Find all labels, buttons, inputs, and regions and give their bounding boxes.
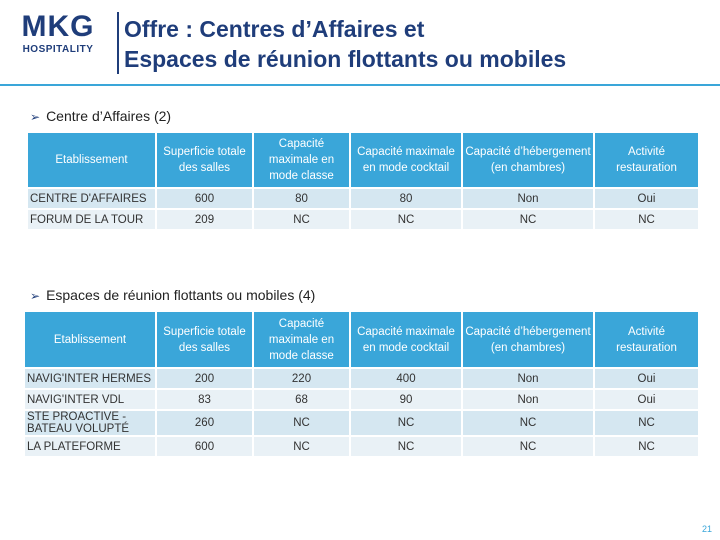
table-cell: NC [463,411,593,435]
section-heading: ➢ Centre d’Affaires (2) [30,108,171,124]
table-cell: Oui [595,390,698,409]
table-cell: STE PROACTIVE - BATEAU VOLUPTÉ [25,411,155,435]
table-cell: NC [351,411,461,435]
column-header: Capacité maximale en mode cocktail [351,312,461,367]
table-cell: 80 [351,189,461,208]
table-cell: 260 [157,411,252,435]
table-body: NAVIG'INTER HERMES 200 220 400 Non Oui NAVIG'I… [25,369,698,456]
bullet: ➢ [30,289,41,303]
title: Offre : Centres d’Affaires et Espaces de… [124,14,566,74]
table-cell: 80 [254,189,349,208]
header-rule [0,84,720,86]
table-cell: Oui [595,189,698,208]
table-cell: NC [463,437,593,456]
table-cell: 209 [157,210,252,229]
table-cell: 220 [254,369,349,388]
column-header: Capacité maximale en mode cocktail [351,133,461,187]
table-header: Etablissement Superficie totale des salle… [25,312,698,367]
table: Etablissement Superficie totale des salle… [23,310,700,458]
section-heading: ➢ Espaces de réunion flottants ou mobiles… [30,287,315,303]
table-cell: 90 [351,390,461,409]
table-cell: CENTRE D'AFFAIRES [28,189,155,208]
table-row: LA PLATEFORME 600 NC NC NC NC [25,437,698,456]
table-cell: 83 [157,390,252,409]
column-header: Activité restauration [595,312,698,367]
table-cell: NAVIG'INTER VDL [25,390,155,409]
table-cell: NC [463,210,593,229]
table-cell: NC [254,411,349,435]
column-header: Capacité d’hébergement (en chambres) [463,312,593,367]
column-header: Etablissement [25,312,155,367]
column-header: Capacité maximale en mode classe [254,133,349,187]
table-cell: NC [595,437,698,456]
table-cell: NC [351,437,461,456]
separator [117,12,119,74]
page-number: 21 [701,524,712,534]
table-cell: NC [595,210,698,229]
column-header: Etablissement [28,133,155,187]
table-body: CENTRE D'AFFAIRES 600 80 80 Non Oui FORUM DE L… [28,189,698,229]
column-header: Activité restauration [595,133,698,187]
header-row: Etablissement Superficie totale des salle… [25,312,698,367]
title-line: Espaces de réunion flottants ou mobiles [124,46,567,72]
table-cell: NC [254,437,349,456]
table-row: STE PROACTIVE - BATEAU VOLUPTÉ 260 NC NC NC N… [25,411,698,435]
logo: MKG HOSPITALITY [8,10,108,55]
table: Etablissement Superficie totale des salle… [26,131,700,231]
column-header: Capacité maximale en mode classe [254,312,349,367]
table-cell: 200 [157,369,252,388]
title-line: Offre : Centres d’Affaires et [124,16,425,42]
table-cell: 600 [157,437,252,456]
table-cell: Non [463,390,593,409]
table-cell: NC [595,411,698,435]
logo-text: MKG [21,10,95,43]
column-header: Capacité d’hébergement (en chambres) [463,133,593,187]
table-cell: NC [254,210,349,229]
table-row: NAVIG'INTER VDL 83 68 90 Non Oui [25,390,698,409]
table-row: NAVIG'INTER HERMES 200 220 400 Non Oui [25,369,698,388]
table-row: CENTRE D'AFFAIRES 600 80 80 Non Oui [28,189,698,208]
heading-text: Centre d’Affaires (2) [46,108,172,124]
table-cell: LA PLATEFORME [25,437,155,456]
table-cell: FORUM DE LA TOUR [28,210,155,229]
table-cell: Non [463,189,593,208]
table-cell: 68 [254,390,349,409]
table-cell: NAVIG'INTER HERMES [25,369,155,388]
table-cell: Non [463,369,593,388]
table-header: Etablissement Superficie totale des salle… [28,133,698,187]
table-row: FORUM DE LA TOUR 209 NC NC NC NC [28,210,698,229]
table-cell: Oui [595,369,698,388]
column-header: Superficie totale des salles [157,312,252,367]
table-cell: 400 [351,369,461,388]
column-header: Superficie totale des salles [157,133,252,187]
logo-subtext: HOSPITALITY [22,44,94,55]
table-cell: 600 [157,189,252,208]
bullet: ➢ [30,110,41,124]
header-row: Etablissement Superficie totale des salle… [28,133,698,187]
heading-text: Espaces de réunion flottants ou mobiles … [46,287,316,303]
table-cell: NC [351,210,461,229]
